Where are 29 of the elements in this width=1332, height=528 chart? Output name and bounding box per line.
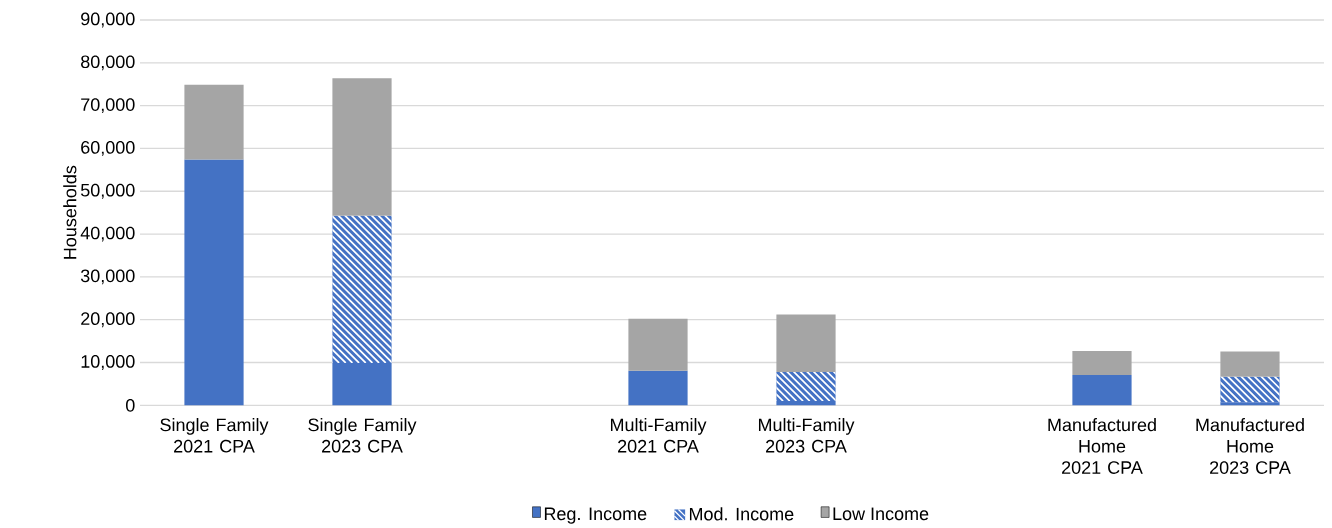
x-tick-label: Single Family 2021 CPA — [160, 418, 269, 453]
y-tick-label: 30,000 — [80, 269, 135, 285]
y-tick-label: 70,000 — [81, 98, 135, 114]
y-axis-title: Households — [63, 165, 77, 259]
x-tick-label: Multi-Family 2023 CPA — [758, 418, 855, 453]
x-tick-label: Single Family 2023 CPA — [308, 418, 417, 453]
bar — [1072, 374, 1132, 406]
legend-label: Mod. Income — [689, 507, 794, 521]
bar — [628, 370, 688, 406]
y-tick-label: 10,000 — [81, 355, 135, 370]
y-tick-label: 80,000 — [81, 55, 135, 71]
bar — [776, 314, 836, 372]
legend-label: Reg. Income — [544, 507, 647, 524]
legend-label: Low Income — [833, 507, 929, 521]
x-tick-label: Manufactured Home 2021 CPA — [1048, 418, 1156, 474]
bar — [628, 318, 688, 371]
y-tick-label: 40,000 — [80, 226, 135, 242]
x-tick-label: Manufactured Home 2023 CPA — [1196, 418, 1304, 474]
y-tick-label: 20,000 — [81, 312, 135, 328]
bar — [1072, 350, 1132, 375]
y-tick-label: 60,000 — [81, 141, 135, 156]
bar — [184, 84, 244, 160]
x-tick-label: Multi-Family 2021 CPA — [610, 418, 707, 453]
y-tick-label: 50,000 — [80, 183, 135, 199]
bar — [184, 159, 244, 406]
y-tick-label: 90,000 — [81, 12, 135, 28]
y-tick-label: 0 — [126, 398, 135, 412]
bar — [1220, 351, 1280, 377]
bar — [332, 78, 392, 216]
